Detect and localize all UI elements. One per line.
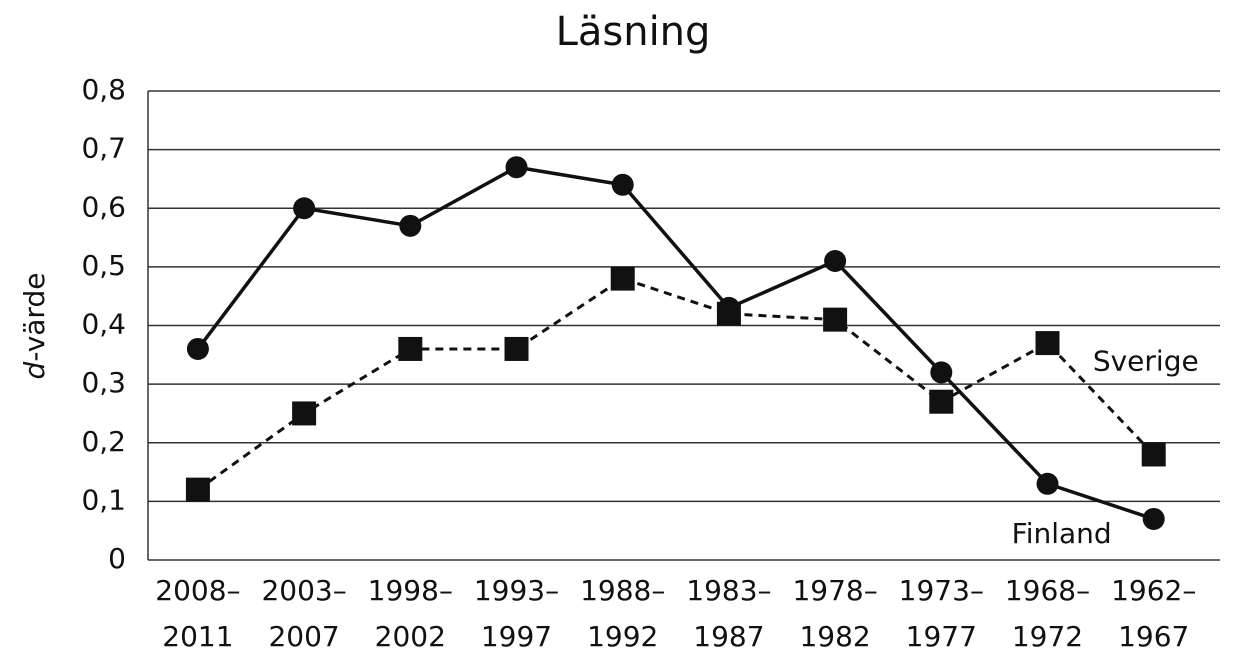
series-line [197, 276, 1155, 491]
y-tick-label: 0,3 [81, 366, 126, 399]
point [505, 156, 528, 179]
y-tick-label: 0,8 [81, 73, 126, 106]
point [716, 301, 741, 326]
y-tick-label: 0,5 [81, 249, 126, 282]
point [185, 477, 210, 502]
point [399, 214, 422, 237]
y-label-rest: -värde [18, 273, 51, 362]
y-tick-label: 0,2 [81, 425, 126, 458]
point [1036, 472, 1059, 495]
y-tick-label: 0,6 [81, 190, 126, 223]
y-tick-label: 0,1 [81, 483, 126, 516]
point [1035, 331, 1060, 356]
x-tick-label: 1983–1987 [686, 574, 772, 648]
y-tick-label: 0,7 [81, 132, 126, 165]
point [1142, 507, 1165, 530]
point [186, 337, 209, 360]
point [610, 266, 635, 291]
x-tick-label: 1962–1967 [1111, 574, 1197, 648]
x-tick-label: 1973–1977 [898, 574, 984, 648]
y-tick-label: 0,4 [81, 308, 126, 341]
y-label-italic: d [18, 361, 51, 379]
x-tick-label: 1988–1992 [580, 574, 666, 648]
point [1141, 442, 1166, 467]
point [398, 336, 423, 361]
y-tick-label: 0 [108, 542, 126, 575]
point [929, 389, 954, 414]
series-line [196, 165, 1155, 521]
point [293, 197, 316, 220]
y-axis-label: d-värde [18, 273, 51, 380]
point [292, 401, 317, 426]
point [611, 173, 634, 196]
chart-title: Läsning [556, 9, 711, 55]
point [823, 307, 848, 332]
x-tick-label: 1968–1972 [1004, 574, 1091, 648]
series-label: Sverige [1093, 344, 1199, 377]
x-tick-label: 1978–1982 [792, 574, 878, 648]
x-tick-label: 2008–2011 [155, 574, 241, 648]
x-tick-label: 1998–2002 [367, 574, 453, 648]
point [930, 361, 953, 384]
series-label: Finland [1012, 517, 1112, 550]
point [504, 336, 529, 361]
x-tick-label: 2003–2007 [261, 574, 347, 648]
x-tick-label: 1993–1997 [473, 574, 560, 648]
point [824, 250, 847, 273]
